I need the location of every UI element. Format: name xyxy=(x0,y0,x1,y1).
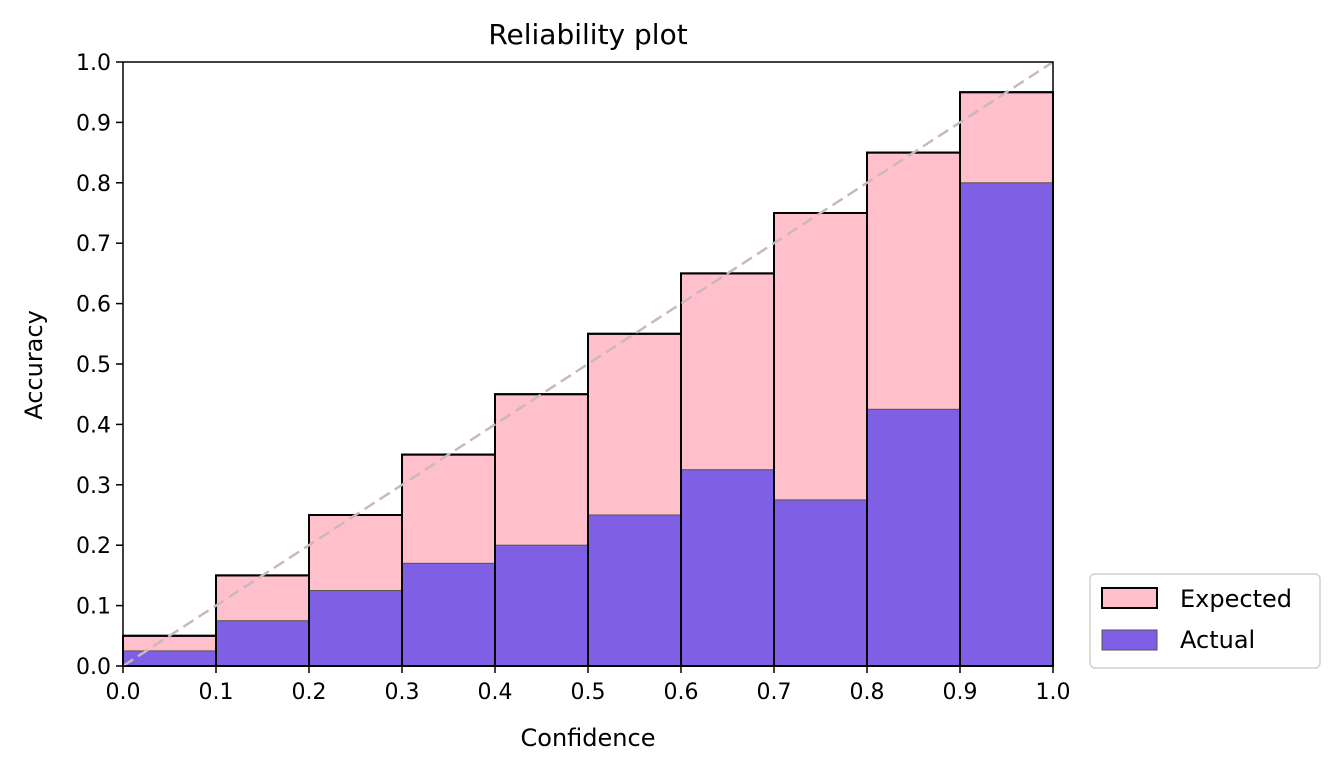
x-tick-label-7: 0.7 xyxy=(757,680,792,705)
x-tick-label-3: 0.3 xyxy=(385,680,420,705)
chart-title: Reliability plot xyxy=(488,18,687,51)
actual-bar-6 xyxy=(680,469,775,667)
legend-label-actual: Actual xyxy=(1180,626,1255,654)
y-tick-label-4: 0.4 xyxy=(76,413,111,438)
x-tick-label-8: 0.8 xyxy=(850,680,885,705)
x-axis-ticks: 0.0 0.1 0.2 0.3 0.4 0.5 0.6 0.7 0.8 0.9 1.0 xyxy=(106,666,1071,705)
y-axis-label: Accuracy xyxy=(20,310,48,420)
x-tick-label-5: 0.5 xyxy=(571,680,606,705)
x-tick-label-2: 0.2 xyxy=(292,680,327,705)
actual-bar-7 xyxy=(773,499,868,667)
perfect-calibration-line xyxy=(122,60,1054,668)
y-tick-label-8: 0.8 xyxy=(76,172,111,197)
actual-bars xyxy=(122,91,1054,668)
y-tick-label-3: 0.3 xyxy=(76,474,111,499)
legend: Expected Actual xyxy=(1089,573,1321,669)
y-tick-label-2: 0.2 xyxy=(76,534,111,559)
actual-bar-8 xyxy=(866,408,961,667)
y-tick-label-9: 0.9 xyxy=(76,111,111,136)
x-tick-label-0: 0.0 xyxy=(106,680,141,705)
y-tick-label-1: 0.1 xyxy=(76,595,111,620)
y-tick-label-5: 0.5 xyxy=(76,353,111,378)
x-axis-label: Confidence xyxy=(521,724,656,752)
legend-swatch-expected xyxy=(1101,587,1158,609)
actual-bar-3 xyxy=(401,562,496,667)
actual-bar-0 xyxy=(122,650,217,667)
x-tick-label-4: 0.4 xyxy=(478,680,513,705)
legend-label-expected: Expected xyxy=(1180,585,1292,613)
actual-bar-1 xyxy=(215,620,310,667)
y-tick-label-7: 0.7 xyxy=(76,232,111,257)
y-tick-label-0: 0.0 xyxy=(76,655,111,680)
legend-swatch-actual xyxy=(1101,629,1158,651)
x-tick-label-10: 1.0 xyxy=(1036,680,1071,705)
x-tick-label-6: 0.6 xyxy=(664,680,699,705)
x-tick-label-9: 0.9 xyxy=(943,680,978,705)
actual-bar-5 xyxy=(587,514,682,667)
actual-bar-9 xyxy=(959,182,1054,667)
y-tick-label-10: 1.0 xyxy=(76,51,111,76)
actual-bar-4 xyxy=(494,544,589,667)
y-axis-ticks: 0.0 0.1 0.2 0.3 0.4 0.5 0.6 0.7 0.8 0.9 1.0 xyxy=(76,51,123,680)
y-tick-label-6: 0.6 xyxy=(76,293,111,318)
actual-bar-2 xyxy=(308,590,403,667)
x-tick-label-1: 0.1 xyxy=(199,680,234,705)
